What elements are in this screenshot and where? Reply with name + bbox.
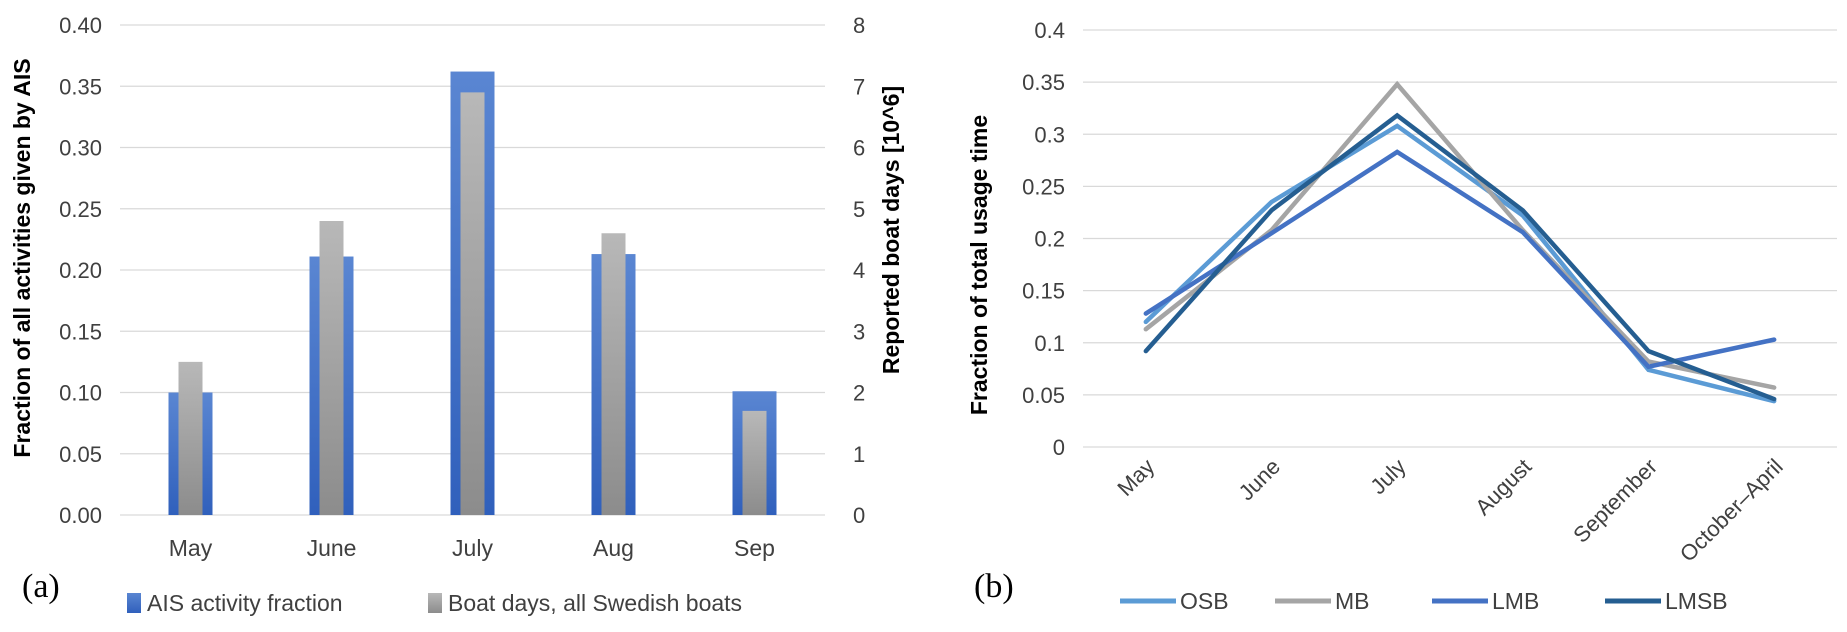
panel-b-category-label: August xyxy=(1470,454,1536,520)
panel-a-left-tick-label: 0.00 xyxy=(59,503,102,528)
panel-b-label: (b) xyxy=(974,568,1014,605)
panel-b-category-label: May xyxy=(1112,454,1159,501)
panel-a-bars xyxy=(168,71,777,516)
line-osb xyxy=(1143,123,1777,404)
panel-a-label: (a) xyxy=(22,568,60,605)
legend-label: LMSB xyxy=(1665,588,1728,614)
panel-b-y-tick-label: 0.25 xyxy=(1022,174,1065,199)
legend-label: Boat days, all Swedish boats xyxy=(448,590,742,616)
panel-b-category-label: September xyxy=(1568,454,1662,548)
panel-b-category-label: July xyxy=(1365,454,1410,499)
bar-boat-days-sep xyxy=(742,410,767,515)
panel-a-category-label: Sep xyxy=(734,535,775,561)
panel-a-right-tick-label: 0 xyxy=(853,503,865,528)
panel-a-category-label: June xyxy=(307,535,357,561)
panel-a-left-tick-label: 0.15 xyxy=(59,319,102,344)
panel-a-left-tick-label: 0.05 xyxy=(59,442,102,467)
panel-a-left-tick-label: 0.30 xyxy=(59,136,102,161)
panel-a-category-labels: May June July Aug Sep xyxy=(169,535,775,561)
panel-b-y-tick-label: 0.35 xyxy=(1022,70,1065,95)
legend-swatch xyxy=(127,593,141,613)
bar-boat-days-aug xyxy=(601,233,626,515)
panel-b-gridlines xyxy=(1083,29,1837,448)
legend-item-osb: OSB xyxy=(1120,588,1229,614)
panel-a-bar-chart: 0.00 0.05 0.10 0.15 0.20 0.25 0.30 0.35 0.40 0 1 2… xyxy=(9,13,904,616)
panel-a-right-tick-label: 5 xyxy=(853,197,865,222)
panel-b-y-tick-label: 0.2 xyxy=(1034,227,1065,252)
panel-a-left-tick-label: 0.35 xyxy=(59,74,102,99)
legend-item-boat-days-all-swedish-boats: Boat days, all Swedish boats xyxy=(428,590,742,616)
bar-boat-days-june xyxy=(319,221,344,515)
panel-b-y-tick-label: 0 xyxy=(1053,435,1065,460)
bar-boat-days-may xyxy=(178,361,203,515)
panel-a-right-tick-label: 4 xyxy=(853,258,865,283)
legend-label: LMB xyxy=(1492,588,1539,614)
panel-a-right-tick-label: 2 xyxy=(853,381,865,406)
line-lmsb xyxy=(1143,112,1777,402)
legend-item-ais-activity-fraction: AIS activity fraction xyxy=(127,590,343,616)
panel-b-category-label: October–April xyxy=(1675,454,1788,567)
legend-label: OSB xyxy=(1180,588,1229,614)
panel-a-right-axis-title: Reported boat days [10^6] xyxy=(878,86,904,374)
panel-a-category-label: Aug xyxy=(593,535,634,561)
panel-b-y-axis-title: Fraction of total usage time xyxy=(966,115,992,415)
panel-a-category-label: May xyxy=(169,535,213,561)
legend-label: MB xyxy=(1335,588,1370,614)
panel-a-right-tick-label: 8 xyxy=(853,13,865,38)
bar-boat-days-july xyxy=(460,92,485,515)
panel-b-y-tick-label: 0.4 xyxy=(1034,18,1065,43)
panel-b-category-labels: May June July August September October–April xyxy=(1112,454,1787,567)
panel-b-category-label: June xyxy=(1234,454,1285,505)
panel-b-y-tick-label: 0.1 xyxy=(1034,331,1065,356)
legend-swatch xyxy=(428,593,442,613)
panel-b-legend: OSB MB LMB LMSB xyxy=(1120,588,1728,614)
panel-b-line-chart: 0 0.05 0.1 0.15 0.2 0.25 0.3 0.35 0.4 May June Jul… xyxy=(966,18,1837,614)
panel-b-y-tick-label: 0.05 xyxy=(1022,383,1065,408)
panel-a-left-tick-label: 0.20 xyxy=(59,258,102,283)
panel-a-y-axis-title: Fraction of all activities given by AIS xyxy=(9,58,35,457)
panel-b-y-tick-labels: 0 0.05 0.1 0.15 0.2 0.25 0.3 0.35 0.4 xyxy=(1022,18,1065,460)
panel-b-series-lines xyxy=(1143,80,1777,404)
panel-a-left-tick-label: 0.25 xyxy=(59,197,102,222)
panel-b-y-tick-label: 0.3 xyxy=(1034,122,1065,147)
legend-item-mb: MB xyxy=(1275,588,1370,614)
panel-a-right-tick-labels: 0 1 2 3 4 5 6 7 8 xyxy=(853,13,865,528)
panel-a-right-tick-label: 1 xyxy=(853,442,865,467)
legend-label: AIS activity fraction xyxy=(147,590,343,616)
panel-a-left-tick-label: 0.10 xyxy=(59,381,102,406)
panel-b-y-tick-label: 0.15 xyxy=(1022,279,1065,304)
legend-item-lmb: LMB xyxy=(1432,588,1539,614)
panel-a-right-tick-label: 7 xyxy=(853,74,865,99)
panel-a-left-tick-labels: 0.00 0.05 0.10 0.15 0.20 0.25 0.30 0.35 0.40 xyxy=(59,13,102,528)
panel-a-right-tick-label: 3 xyxy=(853,319,865,344)
panel-a-category-label: July xyxy=(452,535,493,561)
line-mb xyxy=(1143,80,1777,390)
panel-a-right-tick-label: 6 xyxy=(853,136,865,161)
panel-a-legend: AIS activity fraction Boat days, all Swed… xyxy=(127,590,742,616)
legend-item-lmsb: LMSB xyxy=(1605,588,1728,614)
panel-a-left-tick-label: 0.40 xyxy=(59,13,102,38)
line-lmb xyxy=(1143,149,1777,370)
